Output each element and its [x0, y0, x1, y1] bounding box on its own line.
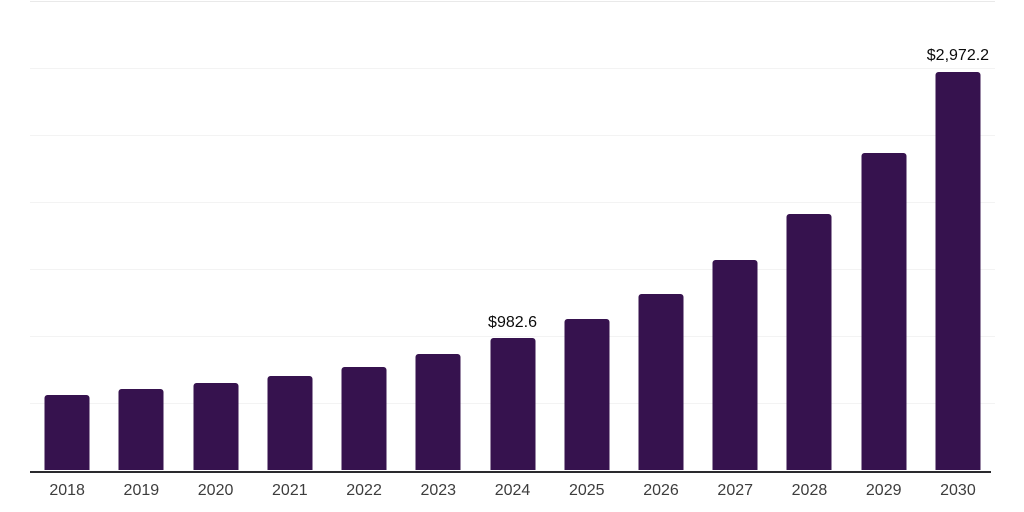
- gridline-3500: [30, 1, 995, 2]
- bar-slot-2030: $2,972.2: [921, 1, 995, 470]
- bar-2020: [193, 383, 239, 470]
- bar-slot-2019: [104, 1, 178, 470]
- gridline-2500: [30, 135, 995, 136]
- bar-value-label-2030: $2,972.2: [926, 47, 990, 65]
- bar-2027: [712, 260, 758, 470]
- x-axis-line: [30, 471, 991, 473]
- bar-slot-2027: [698, 1, 772, 470]
- x-axis-label-2019: 2019: [123, 482, 160, 499]
- x-axis-label-2023: 2023: [420, 482, 457, 499]
- x-axis-label-2029: 2029: [865, 482, 902, 499]
- x-axis-label-2018: 2018: [49, 482, 85, 499]
- bar-slot-2025: [550, 1, 624, 470]
- gridline-3000: [30, 68, 995, 69]
- bar-2024: [490, 338, 536, 470]
- bar-2021: [267, 375, 313, 470]
- bar-value-label-2024: $982.6: [488, 313, 537, 331]
- x-axis-label-2030: 2030: [940, 482, 976, 499]
- bar-slot-2020: [178, 1, 252, 470]
- gridline-1500: [30, 269, 995, 270]
- bar-slot-2021: [253, 1, 327, 470]
- bar-2022: [341, 367, 387, 470]
- bar-2019: [118, 388, 164, 470]
- bar-2018: [44, 395, 90, 470]
- bar-slot-2024: $982.6: [475, 1, 549, 470]
- bar-slot-2018: [30, 1, 104, 470]
- bar-2025: [564, 318, 610, 470]
- plot-area: $982.6 $2,972.2: [30, 1, 995, 470]
- x-axis-label-2024: 2024: [494, 482, 531, 499]
- x-axis-label-2028: 2028: [791, 482, 828, 499]
- x-axis-label-2020: 2020: [197, 482, 234, 499]
- x-axis-label-2025: 2025: [568, 482, 605, 499]
- bar-2023: [415, 354, 461, 470]
- x-axis-label-2026: 2026: [643, 482, 679, 499]
- x-axis-label-2022: 2022: [346, 482, 382, 499]
- bar-2030: [935, 71, 981, 470]
- bar-slot-2023: [401, 1, 475, 470]
- bar-2026: [638, 294, 684, 470]
- gridline-2000: [30, 202, 995, 203]
- bar-slot-2029: [847, 1, 921, 470]
- gridline-1000: [30, 336, 995, 337]
- x-axis-labels: 2018 2019 2020 2021 2022 2023 2024 2025 2026 2027…: [30, 481, 995, 500]
- bar-slot-2022: [327, 1, 401, 470]
- bars-row: $982.6 $2,972.2: [30, 1, 995, 470]
- x-axis-label-2027: 2027: [717, 482, 754, 499]
- bar-slot-2028: [772, 1, 846, 470]
- bar-slot-2026: [624, 1, 698, 470]
- bar-2029: [861, 153, 907, 470]
- x-axis-label-2021: 2021: [272, 482, 308, 499]
- bar-2028: [786, 214, 832, 470]
